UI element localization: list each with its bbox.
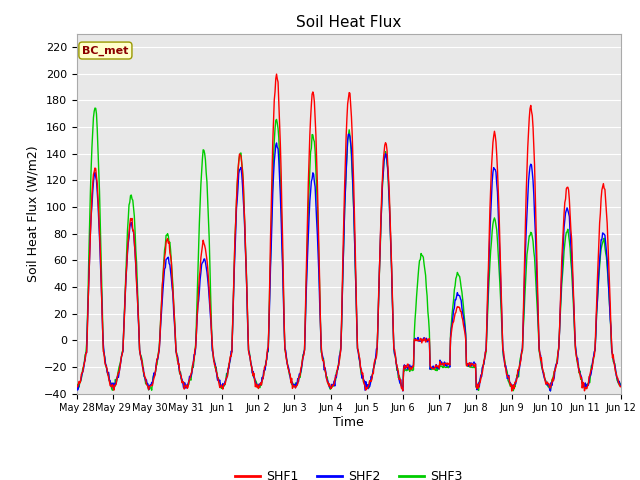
SHF3 — [617, 383, 625, 388]
SHF2 — [433, 362, 440, 368]
SHF2 — [617, 382, 625, 388]
SHF3 — [91, 105, 99, 111]
SHF1 — [508, 388, 516, 394]
SHF1 — [431, 363, 439, 369]
Text: BC_met: BC_met — [82, 46, 129, 56]
SHF1 — [83, 350, 90, 356]
SHF3 — [223, 373, 231, 379]
Line: SHF2: SHF2 — [77, 134, 621, 391]
SHF2 — [139, 365, 147, 371]
Line: SHF1: SHF1 — [77, 74, 621, 391]
SHF1 — [73, 383, 81, 389]
Title: Soil Heat Flux: Soil Heat Flux — [296, 15, 401, 30]
SHF2 — [417, 338, 424, 344]
SHF1 — [273, 71, 280, 77]
SHF2 — [223, 375, 230, 381]
SHF1 — [223, 374, 230, 380]
SHF3 — [431, 368, 439, 373]
SHF1 — [617, 384, 625, 390]
SHF1 — [194, 303, 202, 309]
SHF1 — [416, 337, 424, 343]
SHF2 — [73, 384, 81, 389]
SHF2 — [344, 132, 352, 137]
SHF3 — [547, 388, 554, 394]
Line: SHF3: SHF3 — [77, 108, 621, 391]
SHF2 — [83, 349, 90, 355]
SHF2 — [399, 388, 407, 394]
X-axis label: Time: Time — [333, 416, 364, 429]
SHF3 — [83, 341, 90, 347]
SHF3 — [73, 383, 81, 388]
SHF1 — [139, 363, 147, 369]
SHF3 — [416, 257, 424, 263]
Y-axis label: Soil Heat Flux (W/m2): Soil Heat Flux (W/m2) — [26, 145, 40, 282]
SHF2 — [194, 302, 202, 308]
SHF3 — [195, 239, 202, 245]
Legend: SHF1, SHF2, SHF3: SHF1, SHF2, SHF3 — [230, 465, 468, 480]
SHF3 — [140, 369, 147, 374]
